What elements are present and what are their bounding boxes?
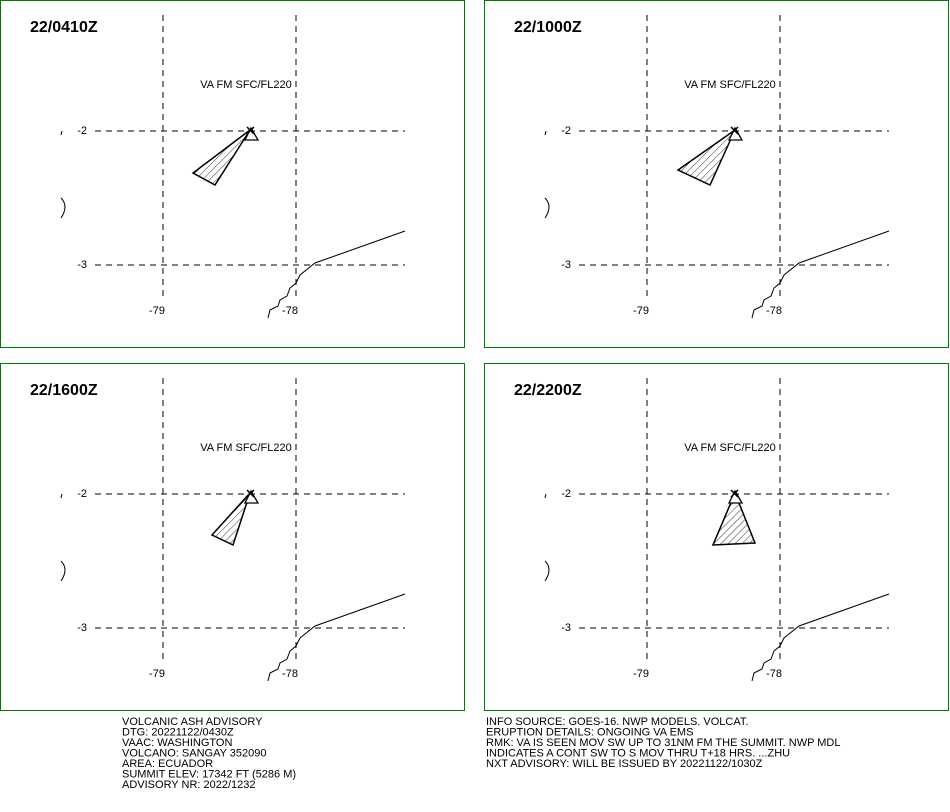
- lat-label: -3: [561, 259, 571, 271]
- advisory-line: INDICATES A CONT SW TO S MOV THRU T+18 H…: [486, 747, 790, 759]
- panel: 22/2200Z VA FM SFC/FL220 -2 -3 -79 -78: [484, 363, 949, 711]
- ash-area: [210, 492, 251, 547]
- lat-label: -2: [561, 125, 571, 137]
- valid-time: 22/1600Z: [30, 382, 98, 399]
- lat-label: -3: [77, 622, 87, 634]
- ash-area: [676, 127, 737, 187]
- panel: 22/0410Z VA FM SFC/FL220 -2 -3 -79 -78: [0, 0, 465, 348]
- lon-label: -79: [633, 668, 649, 680]
- advisory-line: SUMMIT ELEV: 17342 FT (5286 M): [122, 768, 296, 780]
- lon-label: -79: [149, 668, 165, 680]
- coastline: [544, 493, 890, 682]
- advisory-line: AREA: ECUADOR: [122, 758, 213, 770]
- volcano-marker: [246, 489, 255, 498]
- advisory-line: RMK: VA IS SEEN MOV SW UP TO 31NM FM THE…: [486, 737, 841, 749]
- lon-label: -78: [766, 668, 782, 680]
- volcano-marker: [730, 126, 739, 135]
- advisory-line: ADVISORY NR: 2022/1232: [122, 779, 256, 791]
- valid-time: 22/1000Z: [514, 19, 582, 36]
- layer-label: VA FM SFC/FL220: [200, 442, 292, 454]
- lat-label: -3: [77, 259, 87, 271]
- layer-label: VA FM SFC/FL220: [684, 442, 776, 454]
- lat-label: -2: [77, 488, 87, 500]
- valid-time: 22/0410Z: [30, 19, 98, 36]
- advisory-line: INFO SOURCE: GOES-16. NWP MODELS. VOLCAT…: [486, 716, 748, 728]
- advisory-line: NXT ADVISORY: WILL BE ISSUED BY 20221122…: [486, 758, 763, 770]
- lon-label: -78: [282, 668, 298, 680]
- lon-label: -78: [766, 305, 782, 317]
- layer-label: VA FM SFC/FL220: [200, 79, 292, 91]
- panel-frame: [484, 363, 949, 711]
- panel-frame: [484, 0, 949, 348]
- volcano-marker: [730, 489, 739, 498]
- lon-label: -78: [282, 305, 298, 317]
- lat-label: -3: [561, 622, 571, 634]
- ash-area: [711, 491, 757, 546]
- panel-frame: [0, 0, 465, 348]
- advisory-line: VOLCANO: SANGAY 352090: [122, 747, 267, 759]
- volcano-marker: [246, 126, 255, 135]
- panel: 22/1600Z VA FM SFC/FL220 -2 -3 -79 -78: [0, 363, 465, 711]
- coastline: [544, 130, 890, 319]
- valid-time: 22/2200Z: [514, 382, 582, 399]
- panel-frame: [0, 363, 465, 711]
- advisory-line: DTG: 20221122/0430Z: [122, 726, 234, 738]
- lon-label: -79: [633, 305, 649, 317]
- layer-label: VA FM SFC/FL220: [684, 79, 776, 91]
- lon-label: -79: [149, 305, 165, 317]
- advisory-line: VAAC: WASHINGTON: [122, 737, 232, 749]
- panel: 22/1000Z VA FM SFC/FL220 -2 -3 -79 -78: [484, 0, 949, 348]
- coastline: [60, 130, 406, 319]
- ash-area: [191, 129, 251, 186]
- advisory-line: VOLCANIC ASH ADVISORY: [122, 716, 263, 728]
- lat-label: -2: [77, 125, 87, 137]
- lat-label: -2: [561, 488, 571, 500]
- advisory-line: ERUPTION DETAILS: ONGOING VA EMS: [486, 726, 693, 738]
- coastline: [60, 493, 406, 682]
